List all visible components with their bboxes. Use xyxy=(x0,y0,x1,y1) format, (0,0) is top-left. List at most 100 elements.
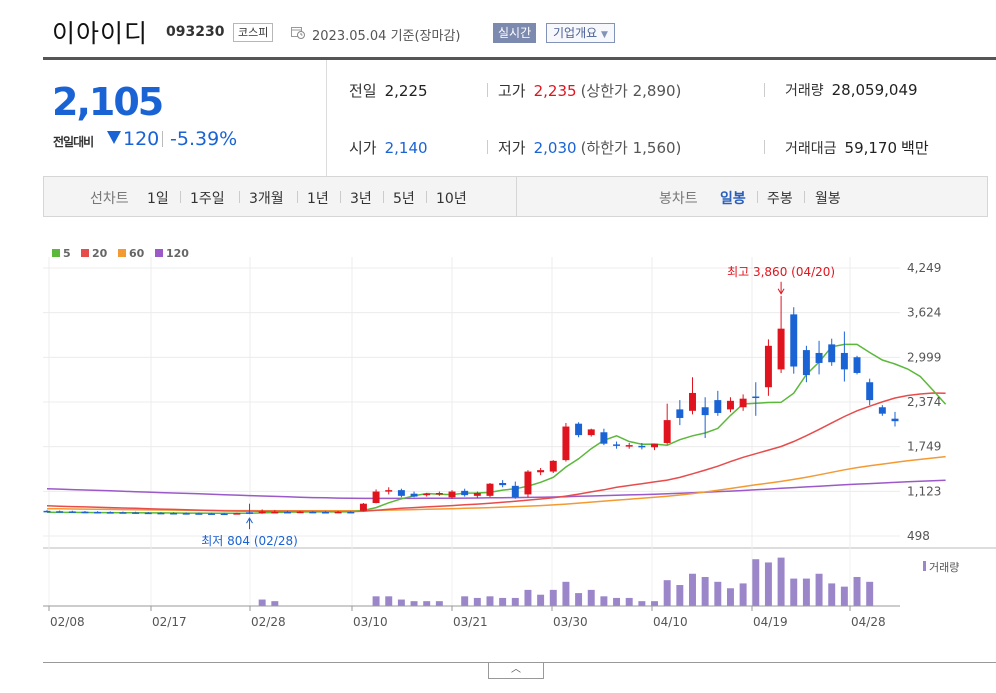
volume-bar xyxy=(752,559,760,606)
company-name: 이아이디 xyxy=(52,19,149,48)
volume-info: 거래량 28,059,049 xyxy=(785,80,918,100)
candle-body xyxy=(575,423,583,436)
candle-body xyxy=(473,492,481,496)
period-10y[interactable]: 10년 xyxy=(436,191,467,207)
change-label: 전일대비 xyxy=(53,135,94,149)
period-3y[interactable]: 3년 xyxy=(350,191,372,207)
low-price: 저가 2,030 (하한가 1,560) xyxy=(498,137,681,158)
chevron-up-icon: ︿ xyxy=(511,664,521,675)
volume-bar xyxy=(764,562,772,606)
candle-body xyxy=(68,511,76,513)
high-label: 고가 xyxy=(498,82,526,100)
candle-body xyxy=(891,418,899,422)
trade-amount: 거래대금 59,170 백만 xyxy=(785,137,929,158)
y-tick-label: 4,249 xyxy=(907,261,941,275)
legend-label: 60 xyxy=(129,247,145,260)
volume-value: 28,059,049 xyxy=(831,81,918,99)
candle-chart-label: 봉차트 xyxy=(659,191,698,207)
candle-body xyxy=(524,471,532,495)
candle-body xyxy=(752,396,760,399)
moving-average-lines xyxy=(46,343,947,515)
candle-body xyxy=(726,400,734,410)
period-1y[interactable]: 1년 xyxy=(307,191,329,207)
low-arrowhead xyxy=(246,517,253,524)
candle-body xyxy=(549,460,557,472)
candle-body xyxy=(157,512,165,515)
high-annotation: 최고 3,860 (04/20) xyxy=(727,265,835,279)
x-axis: 02/08 02/17 02/28 03/10 03/21 03/30 04/10 04/19… xyxy=(43,605,900,629)
period-5y[interactable]: 5년 xyxy=(393,191,415,207)
y-tick-label: 498 xyxy=(907,529,930,543)
candle-body xyxy=(777,328,785,370)
candle-body xyxy=(195,513,203,515)
period-3m[interactable]: 3개월 xyxy=(249,191,284,207)
candle-body xyxy=(397,490,405,496)
period-1w[interactable]: 1주일 xyxy=(190,191,225,207)
cell-separator xyxy=(764,140,765,154)
candle-body xyxy=(461,490,469,496)
candle-body xyxy=(43,510,51,513)
y-axis: 4,249 3,624 2,999 2,374 1,749 1,123 498 xyxy=(907,261,941,543)
legend-label: 20 xyxy=(92,247,108,260)
candle-body xyxy=(638,445,646,448)
candle-body xyxy=(372,491,380,503)
legend-label: 120 xyxy=(166,247,189,260)
y-tick-label: 1,749 xyxy=(907,440,941,454)
chart-annotations: 최고 3,860 (04/20) 최저 804 (02/28) xyxy=(201,265,835,548)
down-arrow-icon xyxy=(107,131,121,144)
volume-bar xyxy=(726,588,734,606)
candle-body xyxy=(334,511,342,514)
candle-daily[interactable]: 일봉 xyxy=(720,191,746,207)
candle-body xyxy=(537,470,545,473)
candle-body xyxy=(182,513,190,515)
candle-body xyxy=(423,493,431,496)
candle-body xyxy=(309,511,317,514)
volume-bar xyxy=(777,557,785,606)
volume-legend-label: 거래량 xyxy=(929,561,959,574)
chart-toolbar: 선차트 1일 1주일 3개월 1년 3년 5년 10년 봉차트 일봉 주봉 월봉 xyxy=(43,176,988,217)
candle-weekly[interactable]: 주봉 xyxy=(767,191,793,207)
change-value: 120 xyxy=(123,128,160,150)
candle-body xyxy=(802,350,810,376)
candle-body xyxy=(600,432,608,444)
volume-bar xyxy=(435,601,443,606)
as-of-date: 2023.05.04 기준(장마감) xyxy=(312,29,461,44)
y-tick-label: 2,999 xyxy=(907,350,941,364)
collapse-button[interactable]: ︿ xyxy=(488,663,544,679)
volume-bar xyxy=(790,578,798,606)
volume-bar xyxy=(473,597,481,606)
cell-separator xyxy=(764,83,765,97)
volume-bar xyxy=(853,576,861,606)
realtime-button[interactable]: 실시간 xyxy=(493,23,537,43)
candle-body xyxy=(790,314,798,367)
candle-body xyxy=(878,407,886,414)
volume-bar xyxy=(410,601,418,606)
volume-bar xyxy=(537,594,545,606)
candle-body xyxy=(258,511,266,514)
candle-body xyxy=(486,483,494,496)
volume-bar xyxy=(258,599,266,606)
volume-bar xyxy=(866,581,874,606)
line-chart-label: 선차트 xyxy=(90,191,129,207)
period-1d[interactable]: 1일 xyxy=(147,191,169,207)
price-chart: 5 20 60 120 4,2493,6242,9992,3741,7491,1234… xyxy=(43,247,996,629)
amount-unit: 백만 xyxy=(901,139,929,157)
toolbar-separator xyxy=(383,191,384,203)
volume-bar xyxy=(271,601,279,606)
toolbar-separator xyxy=(180,191,181,203)
y-tick-label: 1,123 xyxy=(907,484,941,498)
candle-body xyxy=(271,511,279,514)
chart-grid xyxy=(43,257,996,607)
caret-down-icon: ▼ xyxy=(601,30,608,40)
volume-bar xyxy=(613,597,621,606)
corp-info-dropdown[interactable]: 기업개요 ▼ xyxy=(546,23,615,43)
volume-bar xyxy=(486,596,494,606)
candle-monthly[interactable]: 월봉 xyxy=(815,191,841,207)
x-tick-label: 04/28 xyxy=(851,615,886,629)
prev-close: 전일 2,225 xyxy=(349,80,428,101)
ma5-line xyxy=(46,343,947,515)
lower-limit: (하한가 1,560) xyxy=(580,139,682,157)
volume-bar xyxy=(676,585,684,606)
legend-swatch xyxy=(155,249,163,257)
legend-swatch xyxy=(118,249,126,257)
